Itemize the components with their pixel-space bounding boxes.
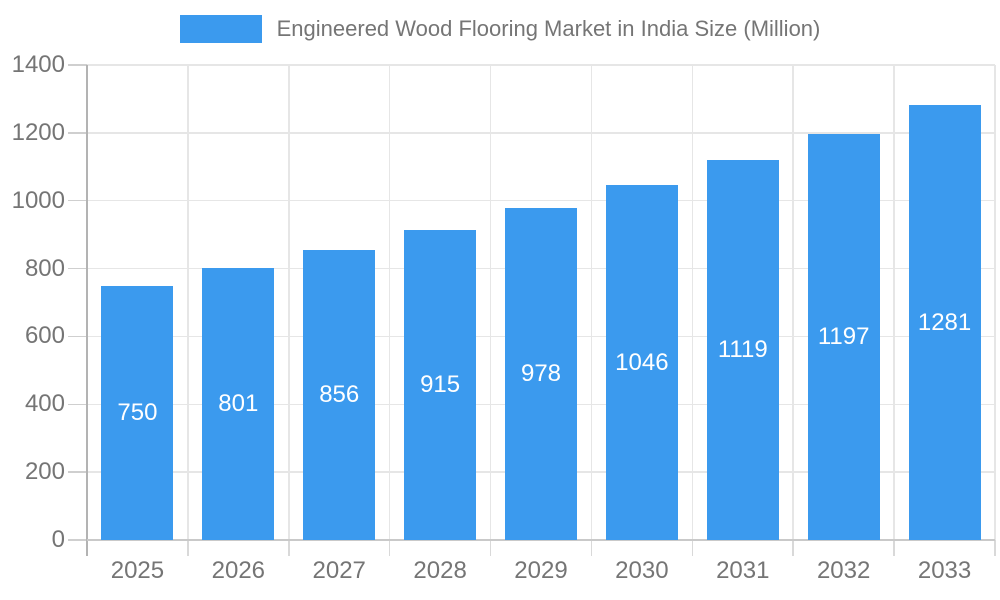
bar-2032[interactable]: 1197 [807,133,880,540]
y-axis-tick [68,199,87,202]
x-axis-tick [893,540,895,556]
bar-value-label: 1119 [717,336,768,364]
gridline-vertical [288,65,290,540]
bar-value-label: 915 [420,370,461,398]
y-axis-tick [68,267,87,270]
x-tick-label: 2031 [716,557,770,584]
bar-2033[interactable]: 1281 [908,105,981,540]
bar-value-label: 1281 [917,308,972,336]
gridline-vertical [489,65,492,540]
x-tick-label: 2027 [312,557,366,584]
bar-2031[interactable]: 1119 [706,160,779,540]
x-axis-tick [994,540,996,556]
bar-2029[interactable]: 978 [505,208,577,540]
gridline-vertical [792,65,794,540]
y-axis-tick [68,539,87,541]
bar-value-label: 1197 [817,322,870,350]
x-axis-tick [691,540,694,556]
x-tick-label: 2026 [211,557,266,584]
gridline-vertical [893,65,895,540]
bar-value-label: 1046 [615,348,669,376]
gridline-horizontal [87,64,995,66]
y-tick-label: 1400 [11,51,65,78]
x-axis-line [87,539,995,541]
x-tick-label: 2028 [413,557,467,584]
y-tick-label: 800 [24,254,65,282]
bar-value-label: 856 [319,380,360,408]
x-tick-label: 2025 [110,557,165,584]
bar-2030[interactable]: 1046 [605,185,678,540]
x-axis-tick [288,540,290,556]
bar-value-label: 978 [520,360,562,388]
x-axis-tick [489,540,492,556]
y-tick-label: 0 [51,526,65,553]
y-tick-label: 1200 [11,118,65,146]
bar-value-label: 801 [218,390,259,418]
x-axis-tick [792,540,794,556]
gridline-vertical [691,65,694,540]
x-tick-label: 2032 [816,557,871,584]
x-axis-tick [590,540,593,556]
x-tick-label: 2029 [514,557,568,584]
chart-title: Engineered Wood Flooring Market in India… [276,16,821,41]
y-axis-tick [68,403,87,406]
gridline-vertical [388,65,391,540]
gridline-horizontal [87,199,995,202]
chart-legend[interactable]: Engineered Wood Flooring Market in India… [0,15,1000,43]
bar-2027[interactable]: 856 [303,249,376,540]
y-axis-tick [68,132,87,134]
gridline-vertical [187,65,189,540]
y-tick-label: 400 [24,390,65,418]
x-tick-label: 2033 [917,557,972,584]
x-tick-label: 2030 [615,557,669,584]
bar-2028[interactable]: 915 [404,229,477,540]
y-tick-label: 200 [24,458,65,486]
bar-2026[interactable]: 801 [202,268,275,540]
x-axis-tick [388,540,391,556]
y-tick-label: 600 [24,322,65,350]
y-axis-tick [68,335,87,338]
bar-value-label: 750 [117,398,158,426]
gridline-horizontal [87,132,995,134]
bar-2025[interactable]: 750 [101,285,174,540]
y-axis-tick [68,471,87,473]
gridline-vertical [994,65,996,540]
y-tick-label: 1000 [11,186,65,214]
y-axis-tick [68,64,87,66]
gridline-vertical [590,65,593,540]
legend-swatch[interactable] [179,15,262,43]
y-axis-line [86,65,88,556]
x-axis-tick [187,540,189,556]
